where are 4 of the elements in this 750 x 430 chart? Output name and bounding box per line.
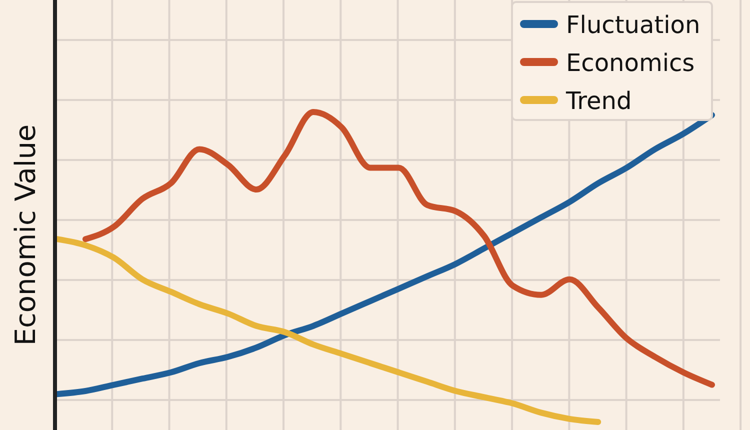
legend-label: Trend [565, 87, 632, 115]
legend-label: Fluctuation [566, 11, 700, 39]
y-axis-title: Economic Value [9, 124, 42, 346]
legend-label: Economics [566, 49, 695, 77]
